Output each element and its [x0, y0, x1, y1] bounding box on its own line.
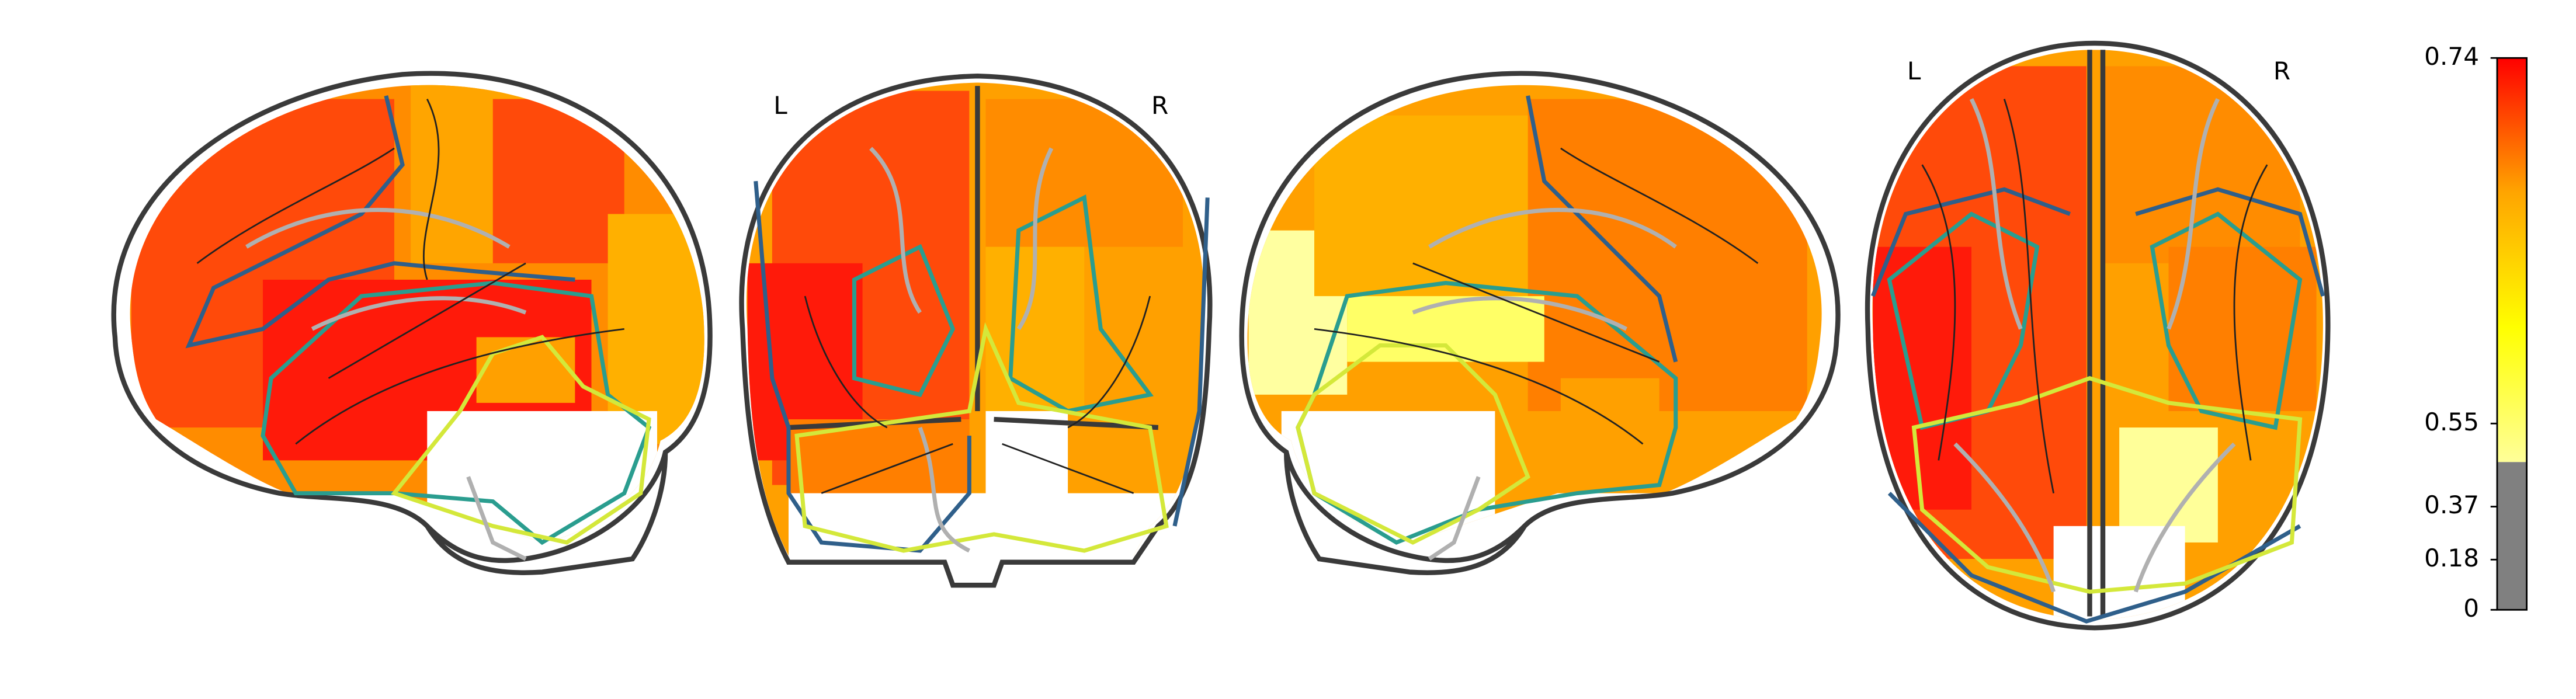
tick-label: 0.18 [2424, 544, 2479, 572]
sagittal-view-left [111, 71, 713, 575]
below-threshold [2497, 462, 2527, 610]
tick-label: 0.74 [2424, 42, 2479, 71]
colorbar-gradient [2497, 58, 2527, 462]
sagittal-view-right [1239, 71, 1841, 575]
orientation-label: L [1907, 57, 1921, 85]
tick-label: 0.37 [2424, 491, 2479, 519]
colorbar: 0 0.18 0.37 0.55 0.74 [2424, 42, 2528, 623]
orientation-label: R [2273, 57, 2290, 85]
colorbar-frame [2496, 57, 2528, 611]
tick-label: 0 [2463, 594, 2479, 623]
orientation-label: L [773, 91, 787, 120]
tick-label: 0.55 [2424, 408, 2479, 436]
axial-view: L R [1865, 40, 2331, 631]
orientation-label: R [1151, 91, 1168, 120]
coronal-view: L R [739, 73, 1213, 588]
